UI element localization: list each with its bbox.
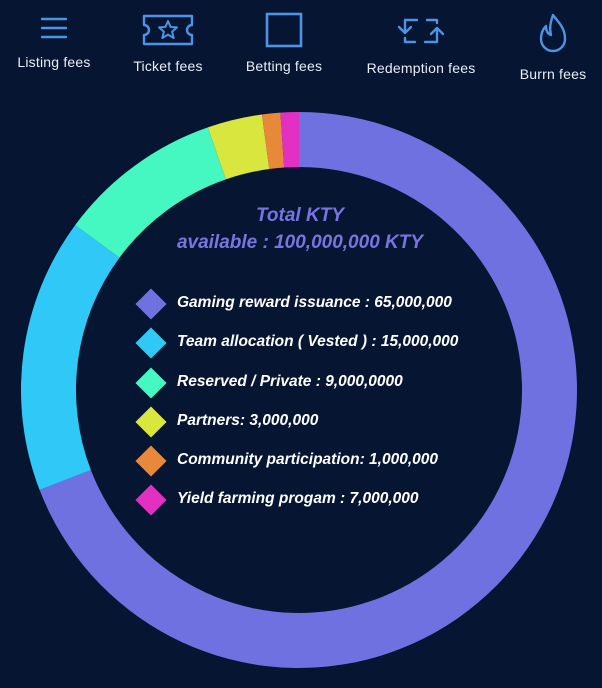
legend-item-partners: Partners: 3,000,000 (135, 406, 536, 447)
legend-swatch-partners (135, 406, 167, 438)
listing-fees-label: Listing fees (17, 54, 91, 70)
legend-item-reserved-private: Reserved / Private : 9,000,0000 (135, 367, 536, 408)
legend-swatch-gaming-reward (135, 288, 167, 320)
legend-label-partners: Partners: 3,000,000 (177, 411, 319, 429)
donut-slice-partners (207, 114, 270, 180)
donut-slice-team-allocation (20, 225, 120, 490)
fee-types-bar: Listing fees Ticket fees Betting fees Re… (0, 0, 602, 95)
ticket-star-icon (142, 14, 194, 46)
total-kty-available: available : 100,000,000 KTY (176, 232, 424, 253)
center-title: Total KTY available : 100,000,000 KTY (150, 202, 450, 256)
legend-label-yield-farming: Yield farming progam : 7,000,000 (177, 490, 419, 508)
donut-slice-yield-farming (280, 112, 299, 168)
legend-item-community: Community participation: 1,000,000 (135, 445, 536, 486)
flame-icon (539, 13, 567, 53)
total-kty-label: Total KTY (256, 205, 344, 226)
listing-fees-item[interactable]: Listing fees (0, 12, 114, 70)
betting-fees-label: Betting fees (245, 58, 323, 74)
burn-fees-label: Burrn fees (519, 66, 587, 82)
donut-slice-reserved-private (75, 127, 226, 258)
donut-slice-community (261, 112, 285, 169)
menu-icon (40, 17, 68, 39)
legend-item-gaming-reward: Gaming reward issuance : 65,000,000 (135, 288, 536, 329)
legend-swatch-team-allocation (135, 327, 167, 359)
ticket-fees-label: Ticket fees (133, 58, 203, 74)
legend-item-team-allocation: Team allocation ( Vested ) : 15,000,000 (135, 327, 536, 368)
legend-swatch-reserved-private (135, 367, 167, 399)
exchange-arrows-icon (397, 18, 445, 44)
square-icon (265, 12, 303, 48)
burn-fees-item[interactable]: Burrn fees (493, 12, 602, 82)
chart-legend: Gaming reward issuance : 65,000,000 Team… (135, 288, 536, 526)
betting-fees-item[interactable]: Betting fees (224, 12, 344, 74)
legend-label-gaming-reward: Gaming reward issuance : 65,000,000 (177, 294, 452, 311)
legend-swatch-community (135, 445, 167, 477)
ticket-fees-item[interactable]: Ticket fees (108, 12, 228, 74)
legend-item-yield-farming: Yield farming progam : 7,000,000 (135, 484, 536, 525)
legend-swatch-yield-farming (135, 484, 167, 517)
legend-label-reserved-private: Reserved / Private : 9,000,0000 (177, 372, 403, 390)
legend-label-team-allocation: Team allocation ( Vested ) : 15,000,000 (177, 333, 459, 351)
redemption-fees-label: Redemption fees (366, 60, 476, 76)
legend-label-community: Community participation: 1,000,000 (177, 451, 438, 469)
redemption-fees-item[interactable]: Redemption fees (361, 12, 481, 76)
